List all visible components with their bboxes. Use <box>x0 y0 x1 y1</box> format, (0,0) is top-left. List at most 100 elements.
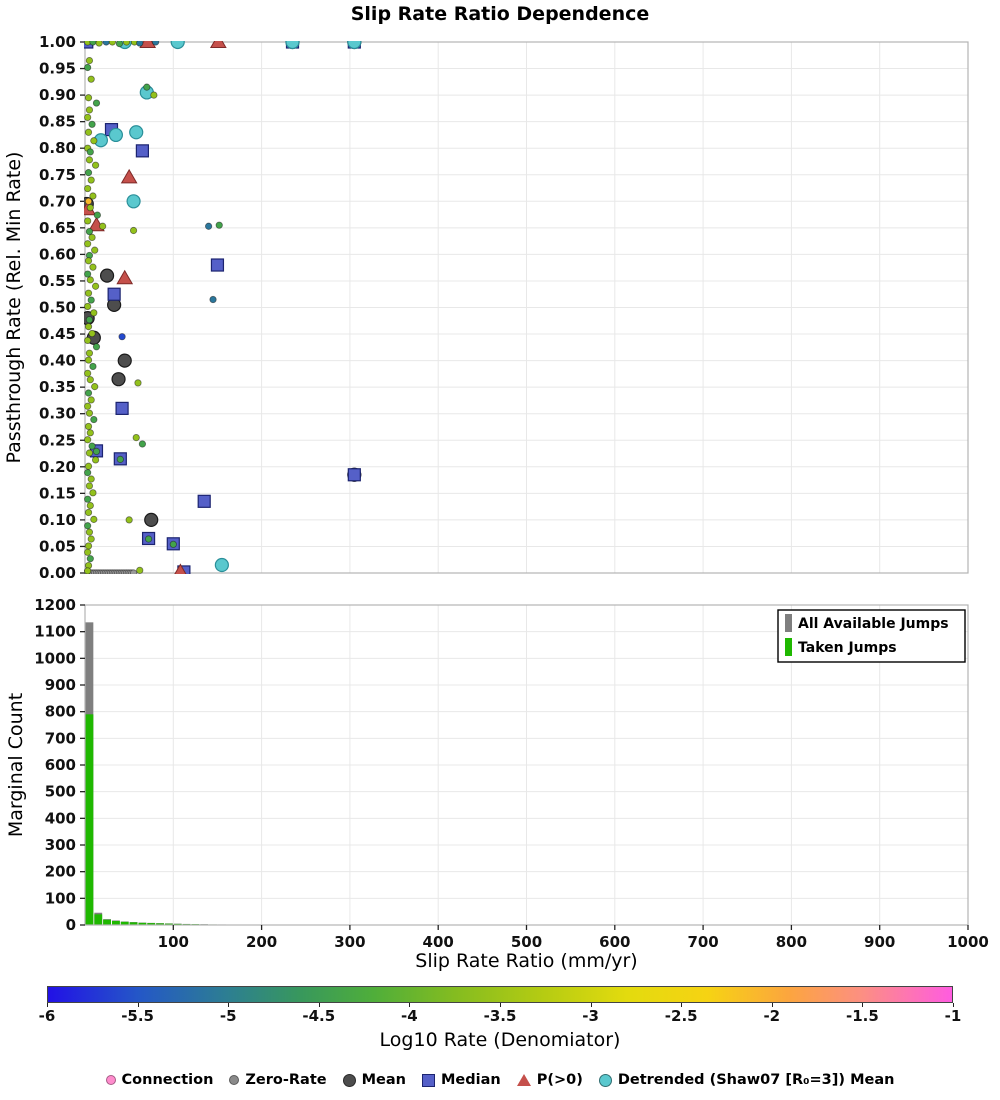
hist-ytick: 1100 <box>34 623 76 641</box>
hist-xtick: 400 <box>423 933 454 951</box>
colorbar-tick-mark <box>953 1003 954 1007</box>
scatter-ytick: 0.10 <box>39 511 76 529</box>
hist-xtick: 600 <box>599 933 630 951</box>
colorbar-tick-label: -2.5 <box>664 1007 698 1025</box>
scatter-ytick: 0.05 <box>39 537 76 555</box>
hist-legend-marker-icon <box>785 614 792 632</box>
hist-ytick: 700 <box>45 729 76 747</box>
legend-item-0: Connection <box>105 1072 214 1088</box>
scatter-ytick: 0.30 <box>39 405 76 423</box>
legend-label: Detrended (Shaw07 [R₀=3]) Mean <box>617 1072 895 1088</box>
colorbar-tick-label: -4 <box>401 1007 418 1025</box>
scatter-ytick: 0.00 <box>39 564 76 578</box>
legend-item-2: Mean <box>342 1072 406 1088</box>
hist-xtick: 900 <box>864 933 895 951</box>
legend-label: Mean <box>361 1072 406 1088</box>
hist-ytick: 600 <box>45 756 76 774</box>
colorbar-tick-mark <box>771 1003 773 1007</box>
legend-item-1: Zero-Rate <box>229 1072 327 1088</box>
colorbar-tick-label: -2 <box>763 1007 781 1025</box>
scatter-ytick: 0.60 <box>39 245 76 263</box>
colorbar-tick-label: -3.5 <box>483 1007 517 1025</box>
hist-legend-label: Taken Jumps <box>798 640 897 656</box>
scatter-points <box>84 41 362 574</box>
hist-ytick: 900 <box>45 676 76 694</box>
scatter-ytick: 0.90 <box>39 86 76 104</box>
scatter-ytick: 0.70 <box>39 192 76 210</box>
colorbar-tick-mark <box>409 1003 411 1007</box>
hist-xtick: 800 <box>776 933 807 951</box>
legend-label: Median <box>440 1072 501 1088</box>
scatter-ytick: 0.50 <box>39 299 76 317</box>
colorbar-tick-label: -1.5 <box>845 1007 879 1025</box>
hist-ytick: 300 <box>45 836 76 854</box>
circle-marker-icon <box>342 1073 356 1087</box>
hist-ytick: 100 <box>45 889 76 907</box>
scatter-ytick: 0.25 <box>39 431 76 449</box>
scatter-ytick: 0.75 <box>39 166 76 184</box>
colorbar-label: Log10 Rate (Denomiator) <box>379 1029 621 1051</box>
scatter-ytick: 0.95 <box>39 60 76 78</box>
colorbar-tick-mark <box>47 1003 48 1007</box>
colorbar-tick-mark <box>318 1003 320 1007</box>
xaxis-label: Slip Rate Ratio (mm/yr) <box>415 950 638 972</box>
circle-marker-icon <box>598 1073 612 1087</box>
colorbar-tick-mark <box>862 1003 864 1007</box>
scatter-ytick: 0.65 <box>39 219 76 237</box>
scatter-panel: 0.00 0.05 0.10 0.15 0.20 0.25 0.30 0.35 0.40 0.45… <box>3 33 969 578</box>
hist-ytick: 500 <box>45 783 76 801</box>
legend-item-4: P(>0) <box>516 1072 583 1088</box>
hist-legend-box <box>777 609 966 663</box>
scatter-ytick: 0.85 <box>39 113 76 131</box>
hist-ytick: 800 <box>45 703 76 721</box>
scatter-ylabel: Passthrough Rate (Rel. Min Rate) <box>3 152 25 464</box>
hist-ytick: 0 <box>66 916 76 934</box>
colorbar-tick-label: -6 <box>38 1007 56 1025</box>
colorbar-tick-mark <box>681 1003 683 1007</box>
hist-xtick: 100 <box>158 933 189 951</box>
colorbar-tick-mark <box>500 1003 501 1007</box>
scatter-ytick: 0.40 <box>39 352 76 370</box>
hist-ytick: 1000 <box>34 649 76 667</box>
scatter-ytick: 0.80 <box>39 139 76 157</box>
legend-label: Connection <box>121 1072 214 1088</box>
colorbar-tick-label: -5.5 <box>121 1007 154 1025</box>
hist-xtick: 300 <box>334 933 365 951</box>
marker-legend: Connection Zero-Rate Mean Median P(>0) Detren… <box>0 1072 1000 1088</box>
dot-marker-icon <box>229 1075 240 1085</box>
legend-item-5: Detrended (Shaw07 [R₀=3]) Mean <box>598 1072 895 1088</box>
colorbar-tick-label: -5 <box>219 1007 237 1025</box>
hist-ytick: 400 <box>45 809 76 827</box>
hist-ytick: 200 <box>45 863 76 881</box>
hist-xtick: 200 <box>246 933 277 951</box>
scatter-ytick: 1.00 <box>39 33 76 51</box>
square-marker-icon <box>421 1073 435 1087</box>
scatter-ytick: 0.45 <box>39 325 76 343</box>
legend-label: P(>0) <box>536 1072 583 1088</box>
colorbar-tick-label: -4.5 <box>302 1007 336 1025</box>
scatter-ytick: 0.20 <box>39 458 76 476</box>
triangle-marker-icon <box>516 1074 531 1086</box>
colorbar-tick-mark <box>590 1003 592 1007</box>
colorbar-tick-label: -3 <box>582 1007 599 1025</box>
scatter-ytick: 0.15 <box>39 484 76 502</box>
legend-label: Zero-Rate <box>245 1072 327 1088</box>
hist-xtick: 500 <box>511 933 542 951</box>
histogram-panel: 0 100 200 300 400 500 600 700 800 900 1000 1100 1200… <box>5 596 989 951</box>
hist-legend-marker-icon <box>785 638 792 656</box>
scatter-ytick: 0.55 <box>39 272 76 290</box>
colorbar <box>47 986 953 1003</box>
hist-ylabel: Marginal Count <box>5 693 27 837</box>
scatter-ytick: 0.35 <box>39 378 76 396</box>
colorbar-tick-mark <box>228 1003 230 1007</box>
figure-title: Slip Rate Ratio Dependence <box>350 3 650 25</box>
hist-ytick: 1200 <box>34 596 76 614</box>
dot-marker-icon <box>105 1075 116 1085</box>
hist-legend-label: All Available Jumps <box>798 616 949 632</box>
hist-xtick: 700 <box>687 933 718 951</box>
legend-item-3: Median <box>421 1072 501 1088</box>
hist-xtick: 1000 <box>947 933 989 951</box>
colorbar-tick-mark <box>137 1003 139 1007</box>
colorbar-tick-label: -1 <box>944 1007 962 1025</box>
